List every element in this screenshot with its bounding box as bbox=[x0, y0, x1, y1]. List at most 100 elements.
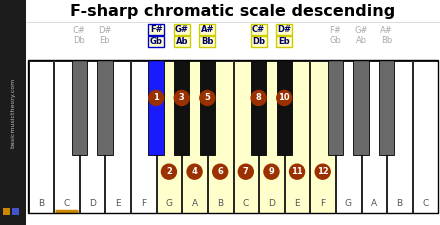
Text: 7: 7 bbox=[243, 167, 249, 176]
Circle shape bbox=[238, 164, 253, 179]
Text: 10: 10 bbox=[279, 93, 290, 102]
Text: A: A bbox=[371, 199, 377, 208]
Bar bbox=[29, 61, 53, 213]
Bar bbox=[97, 60, 113, 155]
Text: Db: Db bbox=[252, 37, 265, 46]
Circle shape bbox=[213, 164, 227, 179]
Bar bbox=[80, 61, 104, 213]
Text: 11: 11 bbox=[291, 167, 303, 176]
Circle shape bbox=[149, 90, 164, 106]
Text: 2: 2 bbox=[166, 167, 172, 176]
Text: D: D bbox=[88, 199, 95, 208]
Bar bbox=[105, 61, 130, 213]
Text: A#: A# bbox=[380, 26, 393, 35]
Text: G#: G# bbox=[354, 26, 368, 35]
Bar bbox=[353, 60, 369, 155]
Text: D: D bbox=[268, 199, 275, 208]
Circle shape bbox=[251, 90, 266, 106]
FancyBboxPatch shape bbox=[251, 36, 267, 47]
Bar bbox=[131, 61, 156, 213]
Bar bbox=[328, 60, 343, 155]
Text: 6: 6 bbox=[217, 167, 223, 176]
Text: 8: 8 bbox=[256, 93, 261, 102]
Bar bbox=[148, 60, 164, 155]
FancyBboxPatch shape bbox=[174, 36, 190, 47]
Text: 4: 4 bbox=[192, 167, 198, 176]
Bar bbox=[28, 60, 438, 213]
Text: basicmusictheory.com: basicmusictheory.com bbox=[11, 77, 15, 148]
Bar bbox=[54, 61, 79, 213]
Circle shape bbox=[174, 90, 189, 106]
Circle shape bbox=[161, 164, 176, 179]
FancyBboxPatch shape bbox=[199, 24, 215, 35]
Circle shape bbox=[290, 164, 304, 179]
Text: C: C bbox=[63, 199, 70, 208]
Text: F#: F# bbox=[150, 25, 162, 34]
Text: 1: 1 bbox=[153, 93, 159, 102]
FancyBboxPatch shape bbox=[251, 24, 267, 35]
Bar bbox=[174, 60, 190, 155]
Text: Gb: Gb bbox=[330, 36, 341, 45]
Bar bbox=[3, 208, 10, 215]
Text: Gb: Gb bbox=[150, 37, 162, 46]
FancyBboxPatch shape bbox=[276, 36, 292, 47]
Bar bbox=[336, 61, 361, 213]
Bar bbox=[310, 61, 335, 213]
Text: Ab: Ab bbox=[356, 36, 367, 45]
Text: G#: G# bbox=[175, 25, 189, 34]
Text: Eb: Eb bbox=[99, 36, 110, 45]
Text: Eb: Eb bbox=[279, 37, 290, 46]
Text: C#: C# bbox=[252, 25, 265, 34]
Circle shape bbox=[264, 164, 279, 179]
Bar bbox=[208, 61, 232, 213]
Circle shape bbox=[187, 164, 202, 179]
Text: G: G bbox=[165, 199, 172, 208]
Text: Db: Db bbox=[73, 36, 85, 45]
Circle shape bbox=[200, 90, 215, 106]
Text: G: G bbox=[345, 199, 352, 208]
Bar bbox=[200, 60, 215, 155]
Text: 12: 12 bbox=[317, 167, 329, 176]
Bar bbox=[379, 60, 394, 155]
Text: F-sharp chromatic scale descending: F-sharp chromatic scale descending bbox=[70, 4, 396, 19]
Text: F#: F# bbox=[330, 26, 341, 35]
Text: C: C bbox=[243, 199, 249, 208]
Text: C: C bbox=[422, 199, 428, 208]
Text: 5: 5 bbox=[205, 93, 210, 102]
Text: F: F bbox=[141, 199, 146, 208]
Text: Bb: Bb bbox=[381, 36, 392, 45]
Text: A: A bbox=[191, 199, 198, 208]
Bar bbox=[285, 61, 309, 213]
Bar bbox=[182, 61, 207, 213]
Text: Ab: Ab bbox=[176, 37, 188, 46]
Bar bbox=[12, 208, 19, 215]
Bar bbox=[413, 61, 437, 213]
FancyBboxPatch shape bbox=[148, 36, 164, 47]
Bar bbox=[277, 60, 292, 155]
Text: Bb: Bb bbox=[201, 37, 213, 46]
Text: D#: D# bbox=[98, 26, 112, 35]
Bar bbox=[251, 60, 266, 155]
Bar bbox=[0, 0, 26, 225]
Text: B: B bbox=[396, 199, 403, 208]
Text: E: E bbox=[294, 199, 300, 208]
Bar bbox=[157, 61, 181, 213]
Circle shape bbox=[315, 164, 330, 179]
Text: 9: 9 bbox=[268, 167, 274, 176]
Text: C#: C# bbox=[73, 26, 86, 35]
Text: B: B bbox=[38, 199, 44, 208]
Text: E: E bbox=[115, 199, 121, 208]
Bar bbox=[72, 60, 87, 155]
Circle shape bbox=[277, 90, 292, 106]
Text: A#: A# bbox=[201, 25, 214, 34]
Text: 3: 3 bbox=[179, 93, 185, 102]
FancyBboxPatch shape bbox=[148, 24, 164, 35]
FancyBboxPatch shape bbox=[276, 24, 292, 35]
Bar bbox=[362, 61, 386, 213]
FancyBboxPatch shape bbox=[199, 36, 215, 47]
Bar bbox=[387, 61, 412, 213]
Text: F: F bbox=[320, 199, 325, 208]
Text: B: B bbox=[217, 199, 223, 208]
Text: D#: D# bbox=[277, 25, 291, 34]
Bar bbox=[234, 61, 258, 213]
